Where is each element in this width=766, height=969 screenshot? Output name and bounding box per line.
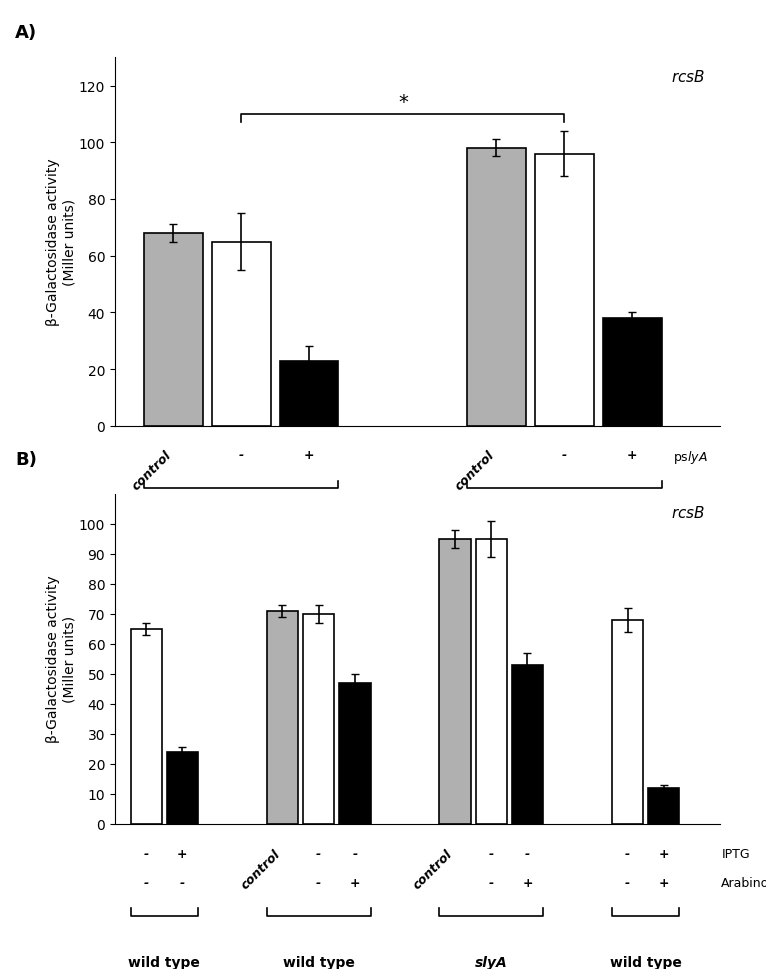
Text: wild type: wild type [283, 955, 355, 969]
Text: +: + [659, 847, 669, 860]
Bar [130, 629, 162, 824]
Text: +: + [304, 449, 315, 461]
Text: +: + [627, 449, 637, 461]
Text: Arabinose: Arabinose [722, 876, 766, 890]
Bar [612, 620, 643, 824]
Bar [144, 234, 203, 426]
Text: (MDs1138): (MDs1138) [526, 559, 603, 572]
Text: -: - [625, 847, 630, 860]
Bar [280, 361, 339, 426]
Text: slyA: slyA [475, 955, 508, 969]
Text: -: - [180, 876, 185, 890]
Text: control: control [129, 449, 173, 493]
Text: -: - [143, 847, 149, 860]
Text: -: - [352, 847, 358, 860]
Text: B): B) [15, 451, 38, 469]
Text: (EG14932): (EG14932) [205, 559, 278, 572]
Bar [440, 539, 470, 824]
Text: control: control [238, 847, 283, 891]
Text: ps$\it{lyA}$: ps$\it{lyA}$ [673, 449, 709, 465]
Y-axis label: β-Galactosidase activity
(Miller units): β-Galactosidase activity (Miller units) [46, 576, 76, 742]
Text: -: - [143, 876, 149, 890]
Bar [648, 788, 679, 824]
Text: A): A) [15, 24, 38, 43]
Text: control: control [452, 449, 496, 493]
Bar [339, 683, 371, 824]
Text: +: + [522, 876, 532, 890]
Bar [212, 242, 270, 426]
Text: -: - [239, 449, 244, 461]
Text: IPTG: IPTG [722, 847, 750, 860]
Text: wild type: wild type [129, 955, 200, 969]
Text: +: + [350, 876, 360, 890]
Text: -: - [316, 847, 321, 860]
Text: *: * [398, 93, 408, 112]
Bar [167, 752, 198, 824]
Text: $rcsB$: $rcsB$ [671, 69, 705, 85]
Bar [267, 611, 298, 824]
Text: control: control [411, 847, 455, 891]
Text: -: - [561, 449, 567, 461]
Text: $rcsB$: $rcsB$ [671, 504, 705, 520]
Text: slyA: slyA [548, 522, 581, 536]
Text: -: - [625, 876, 630, 890]
Bar [535, 154, 594, 426]
Bar [476, 539, 507, 824]
Bar [512, 665, 543, 824]
Text: -: - [525, 847, 530, 860]
Y-axis label: β-Galactosidase activity
(Miller units): β-Galactosidase activity (Miller units) [46, 159, 76, 326]
Bar [467, 149, 525, 426]
Text: +: + [659, 876, 669, 890]
Bar [603, 319, 662, 426]
Text: wild type: wild type [610, 955, 682, 969]
Text: -: - [489, 876, 494, 890]
Bar [303, 614, 334, 824]
Text: -: - [316, 876, 321, 890]
Text: +: + [177, 847, 188, 860]
Text: -: - [489, 847, 494, 860]
Text: wild type: wild type [205, 522, 277, 536]
